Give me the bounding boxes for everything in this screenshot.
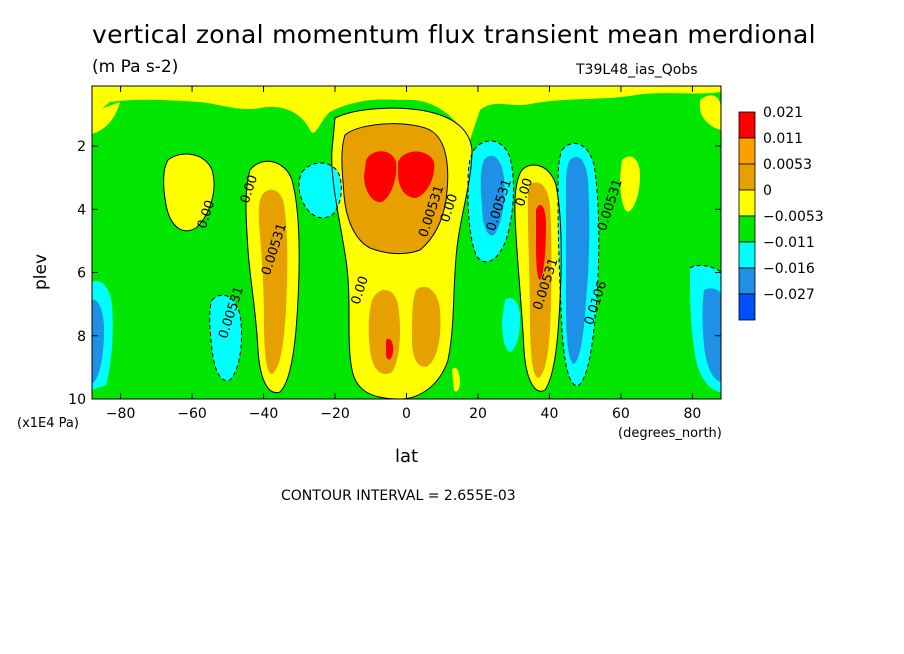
legend-level-label: −0.011 — [763, 235, 815, 251]
fill-equator-low-right — [412, 286, 441, 367]
y-axis: 2 4 6 8 10 — [68, 139, 721, 408]
legend-level-label: 0 — [763, 183, 772, 199]
contour-interval: CONTOUR INTERVAL = 2.655E-03 — [281, 488, 516, 504]
x-axis: −80 −60 −40 −20 0 20 40 60 80 — [106, 86, 701, 422]
fill-equator-low-max — [386, 338, 394, 360]
fill-nh-positive-max — [536, 205, 546, 280]
chart-title: vertical zonal momentum flux transient m… — [92, 20, 816, 49]
contour-line — [298, 162, 342, 219]
contour-line — [514, 164, 562, 392]
legend-swatch — [738, 215, 756, 243]
y-axis-unit: (x1E4 Pa) — [17, 416, 79, 431]
x-tick-label: 80 — [683, 406, 701, 422]
fill-equator-max-left — [364, 151, 397, 203]
filled-contours — [92, 86, 721, 399]
legend-swatch — [738, 267, 756, 295]
x-tick-label: 40 — [541, 406, 559, 422]
legend-swatch — [738, 111, 756, 139]
chart-units: (m Pa s-2) — [92, 57, 179, 77]
fill-nh-small-yellow-1 — [620, 156, 640, 212]
legend-level-label: 0.0053 — [763, 157, 812, 173]
y-tick-label: 4 — [77, 202, 86, 218]
x-axis-label: lat — [395, 446, 419, 467]
y-tick-label: 2 — [77, 139, 86, 155]
y-tick-label: 8 — [77, 329, 86, 345]
contour-line — [341, 123, 449, 255]
fill-nh-negative-edge-blue — [702, 288, 721, 382]
y-tick-label: 10 — [68, 392, 86, 408]
fill-sh-negative-cyan-a — [299, 163, 342, 218]
x-tick-label: 0 — [402, 406, 411, 422]
fill-equator-max-right — [398, 151, 435, 198]
legend-swatch — [738, 241, 756, 269]
fill-nh-negative-blue-a — [480, 155, 505, 236]
legend-swatch — [738, 137, 756, 165]
legend-swatch — [738, 163, 756, 191]
contour-line — [209, 294, 243, 382]
x-axis-unit: (degrees_north) — [618, 426, 722, 441]
legend-swatch — [738, 189, 756, 217]
x-tick-label: −40 — [249, 406, 279, 422]
fill-equator-low-left — [368, 289, 400, 374]
fill-sh-negative-cyan-b — [209, 295, 242, 381]
legend-swatch — [738, 293, 756, 321]
x-tick-label: −60 — [177, 406, 207, 422]
colorbar-legend: 0.021 0.011 0.0053 0 −0.0053 −0.011 −0.016 −0.0… — [738, 105, 824, 321]
legend-level-label: −0.027 — [763, 287, 815, 303]
contour-line — [245, 160, 300, 394]
contour-line — [331, 107, 473, 399]
legend-level-label: 0.011 — [763, 131, 803, 147]
fill-top-left-bump — [92, 102, 120, 134]
fill-sh-positive-orange — [258, 189, 288, 374]
y-axis-label: plev — [31, 253, 52, 291]
legend-level-label: −0.0053 — [763, 209, 824, 225]
contour-line — [557, 142, 600, 387]
fill-small-yellow-bottom — [452, 367, 460, 392]
fill-top-band — [92, 86, 721, 140]
legend-level-label: −0.016 — [763, 261, 815, 277]
x-tick-label: 20 — [469, 406, 487, 422]
x-tick-label: −20 — [320, 406, 350, 422]
fill-nh-small-yellow-2 — [700, 95, 721, 130]
x-tick-label: 60 — [612, 406, 630, 422]
fill-sh-small-yellow — [163, 154, 215, 231]
contour-line — [163, 153, 215, 232]
contour-line — [689, 265, 721, 273]
fill-nh-negative-cyan-c — [502, 298, 520, 352]
y-tick-label: 6 — [77, 266, 86, 282]
contour-line — [467, 140, 514, 263]
x-tick-label: −80 — [106, 406, 136, 422]
dataset-label: T39L48_ias_Qobs — [576, 62, 698, 78]
contour-lines — [163, 107, 721, 399]
fill-sh-negative-deep-edge — [92, 299, 104, 384]
legend-level-label: 0.021 — [763, 105, 803, 121]
fill-nh-negative-blue-b — [566, 156, 590, 364]
